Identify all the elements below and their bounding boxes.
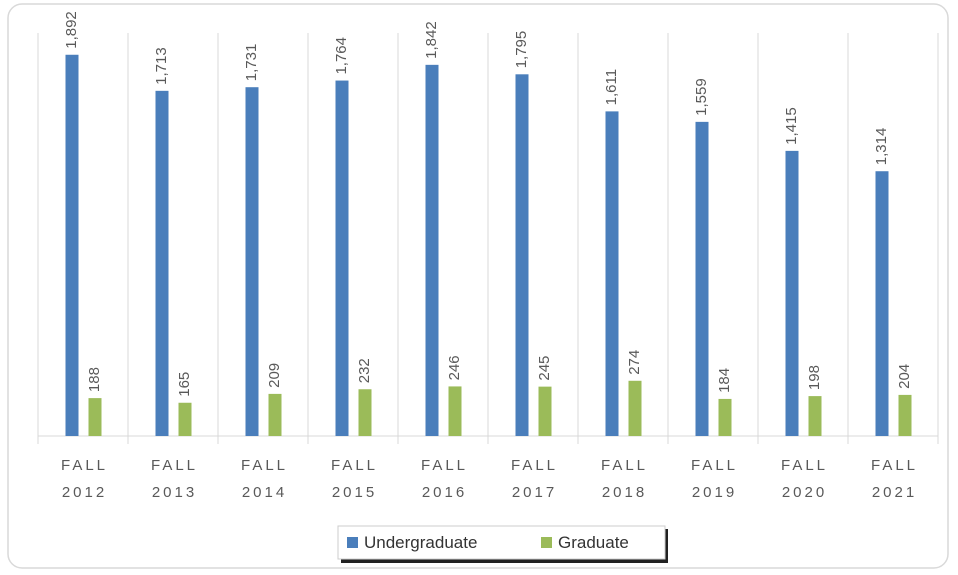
data-label: 198 [806, 365, 823, 390]
x-tick-label: FALL 2016 [420, 457, 469, 501]
data-label: 209 [266, 363, 283, 388]
data-label: 165 [176, 372, 193, 397]
bar [898, 394, 912, 436]
legend-swatch [541, 537, 552, 548]
data-label: 1,731 [243, 44, 260, 82]
bar [605, 111, 619, 437]
bar [245, 87, 259, 437]
data-label: 1,764 [333, 37, 350, 75]
x-tick-label: FALL 2021 [870, 457, 919, 501]
bar [515, 74, 529, 437]
x-tick-label: FALL 2017 [510, 457, 559, 501]
legend-label: Undergraduate [364, 533, 478, 552]
data-label: 245 [536, 356, 553, 381]
bar [718, 398, 732, 436]
bar [448, 386, 462, 436]
x-tick-label: FALL 2014 [240, 457, 289, 501]
bar [178, 402, 192, 436]
bar [358, 389, 372, 436]
bar [808, 396, 822, 436]
data-label: 1,713 [153, 47, 170, 85]
bar [425, 64, 439, 436]
data-label: 1,611 [603, 69, 620, 105]
bar [875, 171, 889, 436]
x-tick-label: FALL 2012 [60, 457, 109, 501]
data-label: 204 [896, 364, 913, 389]
bar [65, 54, 79, 437]
data-label: 274 [626, 350, 643, 375]
x-tick-label: FALL 2020 [780, 457, 829, 501]
x-tick-label: FALL 2019 [690, 457, 739, 501]
data-label: 1,415 [783, 107, 800, 145]
data-label: 188 [86, 367, 103, 392]
data-label: 1,842 [423, 21, 440, 59]
bar [268, 393, 282, 436]
data-label: 1,314 [873, 128, 890, 166]
bar [785, 150, 799, 436]
legend-box [337, 525, 666, 560]
bar [538, 386, 552, 436]
data-label: 1,892 [63, 11, 80, 49]
data-label: 246 [446, 355, 463, 380]
x-tick-label: FALL 2018 [600, 457, 649, 501]
bar [628, 380, 642, 436]
legend-label: Graduate [558, 533, 629, 552]
bar [88, 398, 102, 436]
bar [695, 121, 709, 436]
x-tick-label: FALL 2013 [150, 457, 199, 501]
data-label: 1,559 [693, 78, 710, 116]
x-tick-label: FALL 2015 [330, 457, 379, 501]
data-label: 1,795 [513, 31, 530, 69]
data-label: 232 [356, 358, 373, 383]
bar [335, 80, 349, 436]
data-label: 184 [716, 368, 733, 393]
bar [155, 90, 169, 436]
chart-border [7, 3, 949, 569]
legend-swatch [347, 537, 358, 548]
